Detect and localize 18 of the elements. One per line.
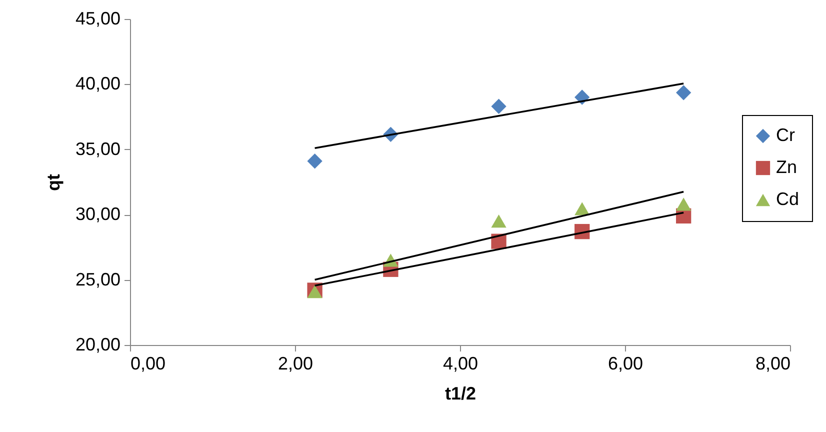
y-tick-label: 45,00 [75, 8, 120, 28]
x-tick-label: 6,00 [608, 354, 644, 374]
y-tick-label: 35,00 [75, 138, 120, 159]
y-tick-label: 25,00 [75, 269, 120, 290]
y-tick-label: 30,00 [75, 204, 120, 224]
y-tick-label: 40,00 [75, 74, 120, 94]
x-tick-label: 0,00 [130, 354, 166, 374]
legend-label: Cd [776, 189, 800, 209]
legend-label: Zn [776, 157, 798, 177]
x-tick-label: 8,00 [755, 354, 790, 374]
legend-label: Cr [776, 125, 795, 145]
y-tick-label: 20,00 [75, 334, 120, 354]
x-tick-label: 4,00 [442, 354, 478, 374]
line-series [314, 190, 684, 281]
x-axis-title: t1/2 [444, 384, 476, 404]
line-series [314, 82, 684, 149]
x-tick-label: 2,00 [278, 354, 314, 374]
y-axis-title: qt [43, 174, 64, 191]
